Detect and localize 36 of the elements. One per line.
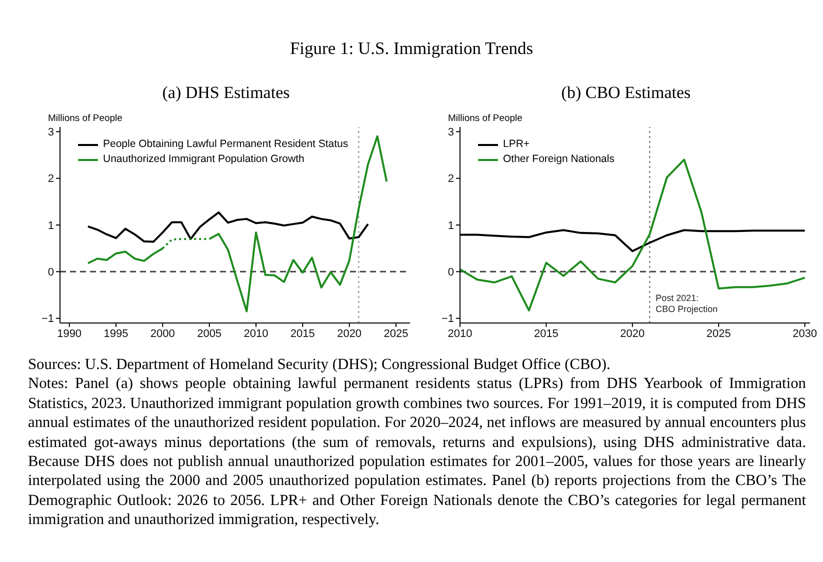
- legend-label: Other Foreign Nationals: [503, 152, 614, 167]
- ref-line-label: Post 2021: CBO Projection: [656, 293, 718, 314]
- x-tick-label: 2030: [792, 328, 818, 340]
- x-tick-label: 2025: [706, 328, 731, 340]
- x-tick-label: 2015: [290, 328, 315, 340]
- legend-label: Unauthorized Immigrant Population Growth: [103, 152, 304, 167]
- chart-title: (a) DHS Estimates: [161, 83, 291, 104]
- y-tick-label: 1: [48, 220, 54, 232]
- y-axis-title: Millions of People: [448, 113, 522, 124]
- y-tick-label: 2: [48, 173, 54, 186]
- x-tick-label: 2000: [150, 328, 175, 340]
- y-tick-label: 3: [48, 126, 54, 139]
- y-tick-label: 2: [448, 173, 454, 186]
- x-tick-label: 2025: [384, 328, 408, 340]
- legend-label: LPR+: [503, 137, 530, 152]
- legend-label: People Obtaining Lawful Permanent Resident Status: [103, 137, 348, 152]
- y-tick-label: 3: [448, 126, 454, 139]
- x-tick-label: 1990: [57, 328, 82, 340]
- x-tick-label: 2010: [448, 328, 472, 340]
- x-tick-label: 2005: [197, 328, 222, 340]
- x-tick-label: 2015: [534, 328, 558, 340]
- chart-title: (b) CBO Estimates: [560, 83, 692, 104]
- x-tick-label: 2020: [337, 328, 362, 340]
- x-tick-label: 1995: [104, 328, 128, 340]
- text: Figure 1: U.S. Immigration Trends: [288, 38, 534, 59]
- x-tick-label: 2020: [620, 328, 645, 340]
- line-series: [87, 211, 369, 243]
- y-tick-label: 0: [448, 266, 454, 279]
- y-tick-label: 1: [448, 220, 454, 232]
- text: Notes: Panel (a) shows people obtaining lawful permanent residents status (LPRs) from DHS Yearbook of Immigration Statistics, 2023. Unauthorized immigrant population growth combines two sources. For 1991–2019, it is computed from DHS annual estimates of the unauthorized resident population. For 2020–2024, net inflows are measured by annual encounters plus estimated got-aways minus deportations (the sum of removals, returns and expulsions), using DHS administrative data. Because DHS does not publish annual unauthorized population estimates for 2001–2005, values for those years are linearly interpolated using the 2000 and 2005 unauthorized population estimates. Panel (b) reports projections from the CBO’s The Demographic Outlook: 2026 to 2056. LPR+ and Other Foreign Nationals denote the CBO’s categories for legal permanent immigration and unauthorized immigration, respectively.: [28, 374, 806, 530]
- x-tick-label: 2010: [244, 328, 268, 340]
- y-axis-title: Millions of People: [48, 113, 122, 124]
- source-note: Sources: U.S. Department of Homeland Security (DHS); Congressional Budget Office (CBO).: [28, 355, 612, 374]
- y-tick-label: −1: [441, 313, 454, 326]
- y-tick-label: 0: [48, 266, 54, 279]
- y-tick-label: −1: [41, 313, 54, 326]
